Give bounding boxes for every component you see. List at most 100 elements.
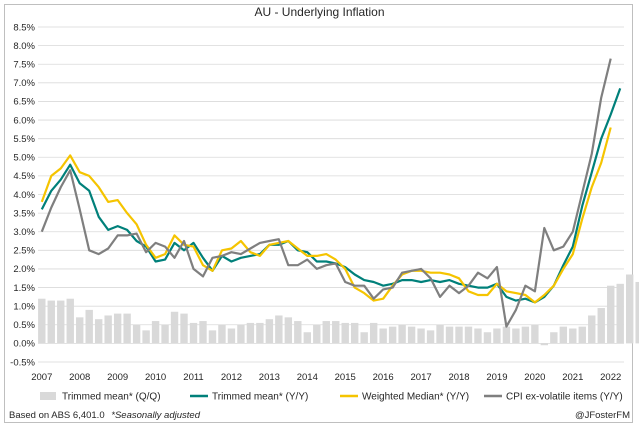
bar-trimmed-mean-qq xyxy=(322,321,330,344)
x-tick-label: 2020 xyxy=(524,372,545,383)
bar-trimmed-mean-qq xyxy=(607,285,615,344)
bar-trimmed-mean-qq xyxy=(76,317,84,344)
x-tick-label: 2010 xyxy=(145,372,166,383)
bar-trimmed-mean-qq xyxy=(189,322,198,344)
x-tick-label: 2009 xyxy=(107,372,128,383)
y-tick-label: 3.0% xyxy=(13,227,35,238)
legend-label: Weighted Median* (Y/Y) xyxy=(362,392,469,403)
bar-trimmed-mean-qq xyxy=(474,328,482,344)
x-tick-label: 2022 xyxy=(600,372,621,383)
bar-trimmed-mean-qq xyxy=(275,315,283,344)
bar-trimmed-mean-qq xyxy=(597,308,605,344)
x-tick-label: 2018 xyxy=(448,372,469,383)
bar-trimmed-mean-qq xyxy=(332,321,340,344)
y-tick-label: 6.0% xyxy=(13,115,35,126)
bar-trimmed-mean-qq xyxy=(256,322,264,344)
bar-trimmed-mean-qq xyxy=(398,324,406,344)
bar-trimmed-mean-qq xyxy=(66,298,74,344)
chart-title: AU - Underlying Inflation xyxy=(254,5,384,19)
bar-trimmed-mean-qq xyxy=(132,324,141,344)
bar-trimmed-mean-qq xyxy=(170,311,179,344)
y-tick-label: 0.5% xyxy=(13,320,35,331)
x-tick-label: 2014 xyxy=(297,372,318,383)
y-tick-label: 1.5% xyxy=(13,283,35,294)
line-series-group xyxy=(40,58,622,328)
bar-trimmed-mean-qq xyxy=(85,309,93,344)
bar-trimmed-mean-qq xyxy=(94,319,103,344)
gridlines xyxy=(38,26,624,363)
y-tick-label: 7.5% xyxy=(13,60,35,71)
bar-trimmed-mean-qq xyxy=(104,315,112,344)
line-series-2 xyxy=(40,127,612,304)
line-series-3 xyxy=(40,58,612,328)
bar-trimmed-mean-qq xyxy=(142,330,150,344)
bar-trimmed-mean-qq xyxy=(341,322,349,344)
bar-trimmed-mean-qq xyxy=(483,332,492,344)
x-tick-label: 2008 xyxy=(69,372,90,383)
bar-trimmed-mean-qq xyxy=(47,300,55,344)
bar-trimmed-mean-qq xyxy=(199,321,207,344)
bar-trimmed-mean-qq xyxy=(303,332,311,344)
bar-trimmed-mean-qq xyxy=(569,328,577,344)
bar-trimmed-mean-qq xyxy=(38,298,46,344)
bar-trimmed-mean-qq xyxy=(455,326,463,344)
bar-trimmed-mean-qq xyxy=(521,326,530,344)
y-tick-label: 3.5% xyxy=(13,208,35,219)
bar-trimmed-mean-qq xyxy=(379,328,387,344)
bar-trimmed-mean-qq xyxy=(360,332,368,344)
bar-trimmed-mean-qq xyxy=(445,326,454,344)
y-tick-label: 8.5% xyxy=(13,22,35,33)
bar-trimmed-mean-qq xyxy=(512,328,520,344)
y-tick-label: 1.0% xyxy=(13,301,35,312)
bar-trimmed-mean-qq xyxy=(550,332,558,344)
y-tick-label: 0.0% xyxy=(13,339,35,350)
y-tick-label: 2.5% xyxy=(13,246,35,257)
bar-trimmed-mean-qq xyxy=(218,324,226,344)
bar-trimmed-mean-qq xyxy=(625,274,634,344)
y-tick-label: 4.5% xyxy=(13,171,35,182)
bar-trimmed-mean-qq xyxy=(616,283,624,344)
bar-trimmed-mean-qq xyxy=(294,321,302,344)
bar-trimmed-mean-qq xyxy=(531,324,539,344)
bar-trimmed-mean-qq xyxy=(246,322,255,344)
bar-trimmed-mean-qq xyxy=(113,313,122,344)
y-tick-label: 8.0% xyxy=(13,41,35,52)
x-tick-label: 2017 xyxy=(411,372,432,383)
bar-series-trimmed-mean-qq xyxy=(38,274,639,346)
bar-trimmed-mean-qq xyxy=(227,328,236,344)
bar-trimmed-mean-qq xyxy=(284,317,293,344)
bar-trimmed-mean-qq xyxy=(493,328,501,344)
x-tick-label: 2012 xyxy=(221,372,242,383)
y-tick-label: 5.5% xyxy=(13,134,35,145)
legend: Trimmed mean* (Q/Q) Trimmed mean* (Y/Y) We… xyxy=(40,392,623,403)
x-tick-label: 2016 xyxy=(373,372,394,383)
legend-label: Trimmed mean* (Q/Q) xyxy=(62,392,161,403)
bar-trimmed-mean-qq xyxy=(161,324,169,344)
bar-trimmed-mean-qq xyxy=(540,343,549,346)
bar-trimmed-mean-qq xyxy=(388,326,397,344)
bar-trimmed-mean-qq xyxy=(57,300,65,344)
bar-trimmed-mean-qq xyxy=(559,326,568,344)
line-series-1 xyxy=(40,88,622,304)
bar-trimmed-mean-qq xyxy=(151,321,160,344)
y-tick-label: 4.0% xyxy=(13,190,35,201)
y-tick-label: 5.0% xyxy=(13,153,35,164)
x-tick-label: 2019 xyxy=(486,372,507,383)
x-tick-label: 2013 xyxy=(259,372,280,383)
bar-trimmed-mean-qq xyxy=(635,281,639,344)
legend-label: CPI ex-volatile items (Y/Y) xyxy=(506,392,623,403)
bar-trimmed-mean-qq xyxy=(208,330,217,344)
bar-trimmed-mean-qq xyxy=(351,322,359,344)
bar-trimmed-mean-qq xyxy=(123,313,131,344)
y-axis: -0.5% 0.0% 0.5% 1.0% 1.5% 2.0% 2.5% 3.0% 3.5% 4.0… xyxy=(10,22,35,368)
chart-frame xyxy=(4,4,633,423)
bar-trimmed-mean-qq xyxy=(588,315,596,344)
footnote-source-text: Based on ABS 6,401.0 xyxy=(9,410,105,421)
bar-trimmed-mean-qq xyxy=(502,326,511,344)
bar-trimmed-mean-qq xyxy=(464,326,473,344)
y-tick-label: 2.0% xyxy=(13,264,35,275)
legend-swatch-bar xyxy=(40,392,56,400)
bar-trimmed-mean-qq xyxy=(426,330,435,344)
y-tick-label: 7.0% xyxy=(13,78,35,89)
